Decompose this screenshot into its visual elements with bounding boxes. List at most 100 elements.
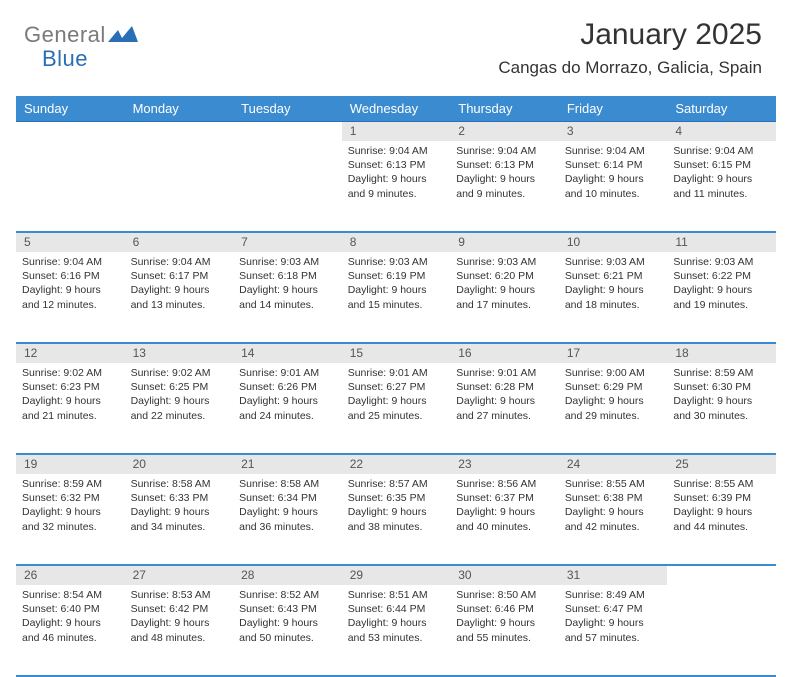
week-row: 262728293031Sunrise: 8:54 AMSunset: 6:40… bbox=[16, 566, 776, 677]
day-cell: Sunrise: 8:51 AMSunset: 6:44 PMDaylight:… bbox=[342, 585, 451, 675]
day-cell: Sunrise: 8:49 AMSunset: 6:47 PMDaylight:… bbox=[559, 585, 668, 675]
daylight-line2: and 12 minutes. bbox=[22, 298, 121, 312]
daylight-line2: and 22 minutes. bbox=[131, 409, 230, 423]
day-cell: Sunrise: 9:04 AMSunset: 6:14 PMDaylight:… bbox=[559, 141, 668, 231]
day-of-week-header: SundayMondayTuesdayWednesdayThursdayFrid… bbox=[16, 96, 776, 122]
sunrise-line: Sunrise: 9:02 AM bbox=[22, 366, 121, 380]
daylight-line: Daylight: 9 hours bbox=[565, 505, 664, 519]
sunset-line: Sunset: 6:46 PM bbox=[456, 602, 555, 616]
daylight-line2: and 48 minutes. bbox=[131, 631, 230, 645]
day-number: 22 bbox=[342, 455, 451, 474]
sunset-line: Sunset: 6:26 PM bbox=[239, 380, 338, 394]
day-number: 8 bbox=[342, 233, 451, 252]
day-number: 4 bbox=[667, 122, 776, 141]
daylight-line2: and 53 minutes. bbox=[348, 631, 447, 645]
sunrise-line: Sunrise: 9:01 AM bbox=[456, 366, 555, 380]
wave-icon bbox=[108, 24, 138, 46]
week-body-row: Sunrise: 8:54 AMSunset: 6:40 PM Daylight:… bbox=[16, 585, 776, 675]
day-number: 29 bbox=[342, 566, 451, 585]
dow-cell: Sunday bbox=[16, 101, 125, 116]
sunset-line: Sunset: 6:30 PM bbox=[673, 380, 772, 394]
day-number: 1 bbox=[342, 122, 451, 141]
sunrise-line: Sunrise: 9:03 AM bbox=[456, 255, 555, 269]
daylight-line: Daylight: 9 hours bbox=[22, 394, 121, 408]
sunrise-line: Sunrise: 9:04 AM bbox=[456, 144, 555, 158]
sunrise-line: Sunrise: 8:58 AM bbox=[239, 477, 338, 491]
daylight-line2: and 29 minutes. bbox=[565, 409, 664, 423]
sunrise-line: Sunrise: 9:03 AM bbox=[565, 255, 664, 269]
daylight-line2: and 21 minutes. bbox=[22, 409, 121, 423]
week-number-row: 567891011 bbox=[16, 233, 776, 252]
day-cell: Sunrise: 9:04 AMSunset: 6:17 PMDaylight:… bbox=[125, 252, 234, 342]
sunrise-line: Sunrise: 9:00 AM bbox=[565, 366, 664, 380]
daylight-line: Daylight: 9 hours bbox=[456, 172, 555, 186]
sunrise-line: Sunrise: 8:54 AM bbox=[22, 588, 121, 602]
daylight-line2: and 15 minutes. bbox=[348, 298, 447, 312]
sunset-line: Sunset: 6:40 PM bbox=[22, 602, 121, 616]
sunset-line: Sunset: 6:35 PM bbox=[348, 491, 447, 505]
dow-cell: Thursday bbox=[450, 101, 559, 116]
daylight-line2: and 32 minutes. bbox=[22, 520, 121, 534]
daylight-line2: and 10 minutes. bbox=[565, 187, 664, 201]
daylight-line: Daylight: 9 hours bbox=[131, 616, 230, 630]
daylight-line2: and 9 minutes. bbox=[348, 187, 447, 201]
day-number: 20 bbox=[125, 455, 234, 474]
daylight-line2: and 18 minutes. bbox=[565, 298, 664, 312]
brand-part1: General bbox=[24, 22, 106, 48]
daylight-line: Daylight: 9 hours bbox=[131, 394, 230, 408]
day-cell: Sunrise: 9:03 AMSunset: 6:20 PMDaylight:… bbox=[450, 252, 559, 342]
daylight-line: Daylight: 9 hours bbox=[239, 505, 338, 519]
daylight-line: Daylight: 9 hours bbox=[131, 505, 230, 519]
daylight-line2: and 30 minutes. bbox=[673, 409, 772, 423]
day-number: 15 bbox=[342, 344, 451, 363]
day-cell: Sunrise: 9:03 AMSunset: 6:18 PMDaylight:… bbox=[233, 252, 342, 342]
sunset-line: Sunset: 6:33 PM bbox=[131, 491, 230, 505]
daylight-line: Daylight: 9 hours bbox=[673, 172, 772, 186]
sunrise-line: Sunrise: 9:04 AM bbox=[131, 255, 230, 269]
weeks-container: 1234Sunrise: 9:04 AMSunset: 6:13 PMDayli… bbox=[16, 122, 776, 677]
sunset-line: Sunset: 6:47 PM bbox=[565, 602, 664, 616]
sunset-line: Sunset: 6:14 PM bbox=[565, 158, 664, 172]
sunset-line: Sunset: 6:18 PM bbox=[239, 269, 338, 283]
calendar: SundayMondayTuesdayWednesdayThursdayFrid… bbox=[16, 96, 776, 677]
daylight-line2: and 55 minutes. bbox=[456, 631, 555, 645]
sunset-line: Sunset: 6:13 PM bbox=[456, 158, 555, 172]
dow-cell: Saturday bbox=[667, 101, 776, 116]
sunrise-line: Sunrise: 9:04 AM bbox=[673, 144, 772, 158]
day-cell: Sunrise: 8:56 AMSunset: 6:37 PMDaylight:… bbox=[450, 474, 559, 564]
sunset-line: Sunset: 6:32 PM bbox=[22, 491, 121, 505]
sunrise-line: Sunrise: 8:50 AM bbox=[456, 588, 555, 602]
day-cell: Sunrise: 8:55 AMSunset: 6:39 PMDaylight:… bbox=[667, 474, 776, 564]
daylight-line2: and 24 minutes. bbox=[239, 409, 338, 423]
daylight-line2: and 27 minutes. bbox=[456, 409, 555, 423]
daylight-line: Daylight: 9 hours bbox=[131, 283, 230, 297]
sunset-line: Sunset: 6:23 PM bbox=[22, 380, 121, 394]
sunset-line: Sunset: 6:34 PM bbox=[239, 491, 338, 505]
daylight-line: Daylight: 9 hours bbox=[239, 616, 338, 630]
daylight-line: Daylight: 9 hours bbox=[565, 616, 664, 630]
day-number: 19 bbox=[16, 455, 125, 474]
daylight-line2: and 25 minutes. bbox=[348, 409, 447, 423]
day-cell: Sunrise: 9:01 AMSunset: 6:27 PMDaylight:… bbox=[342, 363, 451, 453]
brand-logo: General Blue bbox=[24, 22, 138, 48]
day-number bbox=[667, 566, 776, 585]
day-cell bbox=[16, 141, 125, 231]
sunset-line: Sunset: 6:22 PM bbox=[673, 269, 772, 283]
day-number: 5 bbox=[16, 233, 125, 252]
sunrise-line: Sunrise: 8:55 AM bbox=[673, 477, 772, 491]
week-row: 567891011Sunrise: 9:04 AMSunset: 6:16 PM… bbox=[16, 233, 776, 344]
daylight-line2: and 11 minutes. bbox=[673, 187, 772, 201]
day-number: 10 bbox=[559, 233, 668, 252]
sunrise-line: Sunrise: 9:02 AM bbox=[131, 366, 230, 380]
sunrise-line: Sunrise: 8:53 AM bbox=[131, 588, 230, 602]
day-number: 17 bbox=[559, 344, 668, 363]
sunrise-line: Sunrise: 9:03 AM bbox=[348, 255, 447, 269]
day-cell: Sunrise: 9:01 AMSunset: 6:28 PMDaylight:… bbox=[450, 363, 559, 453]
sunrise-line: Sunrise: 9:03 AM bbox=[673, 255, 772, 269]
sunset-line: Sunset: 6:21 PM bbox=[565, 269, 664, 283]
day-number: 23 bbox=[450, 455, 559, 474]
day-number: 25 bbox=[667, 455, 776, 474]
daylight-line2: and 19 minutes. bbox=[673, 298, 772, 312]
sunset-line: Sunset: 6:44 PM bbox=[348, 602, 447, 616]
daylight-line: Daylight: 9 hours bbox=[456, 505, 555, 519]
